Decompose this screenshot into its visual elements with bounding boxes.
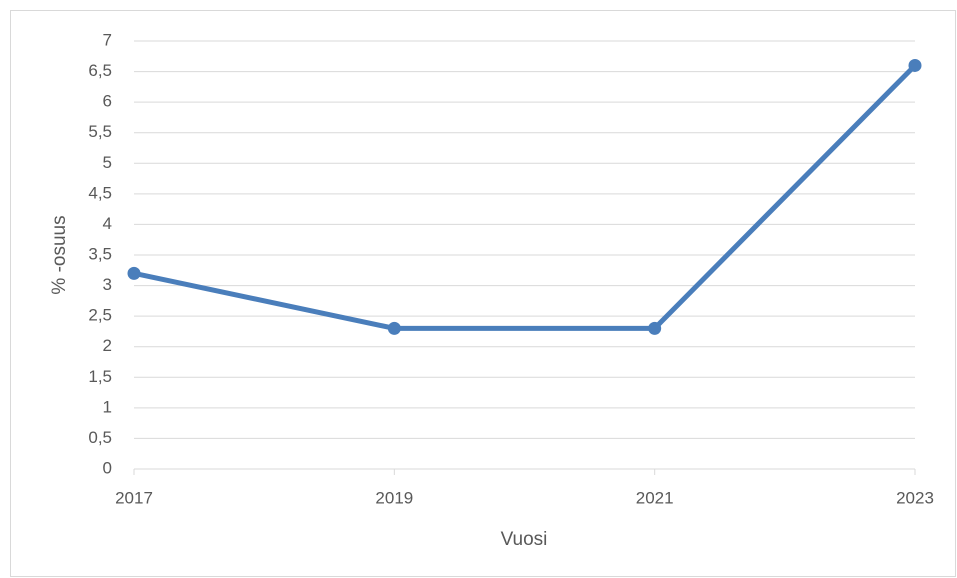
y-tick-label: 1,5	[88, 367, 112, 386]
data-point	[648, 321, 662, 335]
y-tick-label: 0,5	[88, 428, 112, 447]
y-tick-label: 6,5	[88, 61, 112, 80]
y-tick-label: 4	[103, 214, 112, 233]
data-line	[133, 63, 917, 331]
data-point	[387, 321, 401, 335]
y-tick-label: 2,5	[88, 306, 112, 325]
chart-border	[10, 10, 956, 577]
x-tick-label: 2023	[896, 488, 934, 507]
x-axis-title: Vuosi	[501, 529, 548, 550]
x-tick-label: 2017	[115, 488, 153, 507]
y-axis-title: % -osuus	[49, 215, 70, 294]
y-tick-label: 4,5	[88, 183, 112, 202]
y-tick-label: 0	[103, 458, 112, 477]
x-tick-label: 2019	[375, 488, 413, 507]
x-tick-label: 2021	[636, 488, 674, 507]
y-tick-label: 3	[103, 275, 112, 294]
y-tick-label: 2	[103, 336, 112, 355]
y-tick-label: 1	[103, 397, 112, 416]
y-tick-label: 5	[103, 153, 112, 172]
data-point	[908, 58, 922, 72]
y-tick-label: 5,5	[88, 122, 112, 141]
data-point	[127, 266, 141, 280]
y-tick-label: 7	[103, 30, 112, 49]
y-tick-label: 6	[103, 92, 112, 111]
y-tick-label: 3,5	[88, 244, 112, 263]
